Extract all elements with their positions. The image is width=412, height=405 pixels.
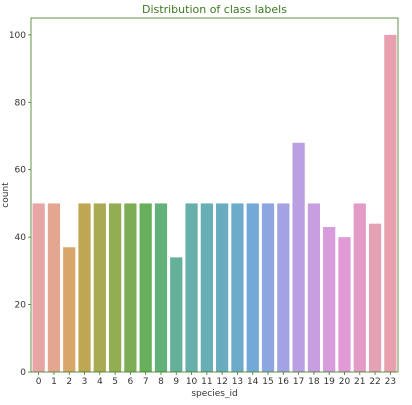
bar-species-5 [108, 203, 122, 372]
bar-species-4 [93, 203, 106, 372]
x-tick-label: 5 [112, 377, 118, 387]
x-tick-label: 21 [354, 377, 365, 387]
x-tick-label: 14 [247, 377, 259, 387]
x-tick-label: 13 [232, 377, 243, 387]
bar-species-2 [63, 247, 76, 372]
bar-species-22 [368, 223, 382, 372]
x-tick-label: 1 [51, 377, 57, 387]
y-tick-label: 0 [20, 368, 26, 378]
bar-species-18 [307, 203, 321, 372]
y-tick-label: 60 [15, 166, 27, 176]
y-tick-label: 100 [9, 31, 26, 41]
x-tick-label: 2 [66, 377, 72, 387]
bar-species-10 [185, 203, 198, 372]
bar-species-12 [216, 203, 229, 372]
x-tick-label: 22 [369, 377, 380, 387]
x-tick-label: 10 [186, 377, 198, 387]
x-axis-label: species_id [191, 389, 237, 399]
chart-title: Distribution of class labels [142, 3, 287, 16]
x-tick-label: 16 [278, 377, 290, 387]
y-axis-label: count [1, 182, 11, 208]
y-tick-label: 20 [15, 301, 27, 311]
bar-species-1 [47, 203, 61, 372]
x-tick-label: 12 [216, 377, 227, 387]
x-tick-label: 6 [128, 377, 134, 387]
x-tick-label: 11 [201, 377, 212, 387]
x-tick-label: 18 [308, 377, 320, 387]
y-ticks-group: 0 20 40 60 80 100 [9, 31, 31, 378]
bar-species-13 [231, 203, 244, 372]
bar-species-7 [139, 203, 152, 372]
x-tick-label: 17 [293, 377, 304, 387]
x-tick-label: 19 [323, 377, 335, 387]
bar-species-6 [124, 203, 137, 372]
bar-species-14 [246, 203, 259, 372]
bar-species-21 [353, 203, 366, 372]
x-tick-label: 23 [385, 377, 396, 387]
plot-frame [30, 17, 399, 373]
x-tick-label: 8 [158, 377, 164, 387]
y-tick-label: 80 [15, 98, 27, 108]
x-tick-label: 9 [173, 377, 179, 387]
x-tick-label: 3 [82, 377, 88, 387]
x-tick-label: 7 [143, 377, 149, 387]
bar-species-11 [200, 203, 213, 372]
bar-species-15 [261, 203, 275, 372]
bar-species-16 [277, 203, 290, 372]
bar-species-8 [154, 203, 168, 372]
x-tick-label: 4 [97, 377, 103, 387]
y-tick-label: 40 [15, 233, 27, 243]
x-ticks-group: 0 1 2 3 4 5 6 7 8 9 10 11 12 13 14 15 16 17 18 19 20 21 22 23 [36, 372, 396, 387]
bar-species-9 [170, 257, 183, 372]
bar-species-20 [338, 237, 351, 372]
bar-species-23 [384, 34, 397, 373]
bar-species-3 [78, 203, 91, 372]
bar-species-0 [32, 203, 45, 372]
bar-species-19 [323, 227, 336, 372]
x-tick-label: 20 [339, 377, 351, 387]
x-tick-label: 0 [36, 377, 42, 387]
bars-group [32, 34, 397, 373]
x-tick-label: 15 [262, 377, 273, 387]
bar-species-17 [292, 142, 305, 372]
